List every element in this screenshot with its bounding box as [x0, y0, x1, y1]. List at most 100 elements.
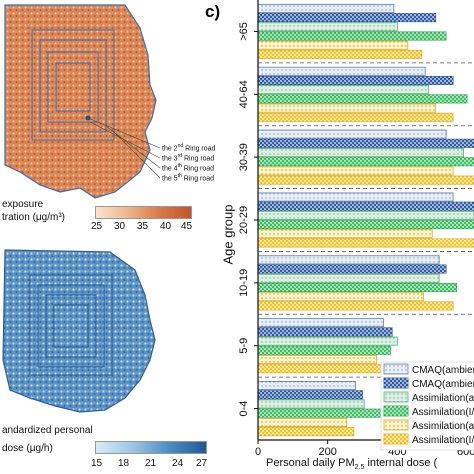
legend-swatch	[383, 405, 409, 417]
colorbar-tick: 45	[181, 221, 193, 232]
bar-pattern	[258, 399, 365, 409]
bar	[257, 49, 423, 59]
bar	[257, 166, 454, 176]
colorbar-tick: 30	[114, 221, 126, 232]
bar-pattern	[258, 238, 474, 248]
bar	[257, 13, 437, 23]
dose-colorbar	[95, 441, 207, 454]
bar-pattern	[258, 202, 474, 211]
bar-pattern	[258, 381, 356, 390]
category-tick-label: 40-64	[238, 80, 250, 108]
bar-pattern	[258, 346, 391, 355]
bar-pattern	[258, 50, 422, 59]
bar-pattern	[258, 292, 424, 301]
bar	[257, 103, 437, 113]
bar-pattern	[258, 390, 363, 399]
bar-pattern	[258, 318, 384, 327]
legend-swatch-pattern	[384, 392, 408, 402]
bar-pattern	[258, 192, 454, 202]
x-tick-label: 0	[255, 446, 261, 458]
ring-road-label: the 2nd Ring road	[162, 143, 216, 153]
bar-pattern	[258, 220, 474, 229]
colorbar-tick: 15	[91, 458, 103, 469]
bar	[257, 201, 474, 211]
bar	[257, 345, 391, 355]
bar-pattern	[258, 130, 447, 139]
legend-label: Assimilation(I/O	[412, 407, 474, 418]
bar-pattern	[258, 301, 454, 310]
bar-pattern	[258, 4, 394, 13]
city-boundary	[4, 4, 157, 199]
bar	[257, 355, 377, 365]
bar	[257, 210, 474, 220]
category-tick-label: >65	[238, 22, 250, 41]
bar	[257, 192, 454, 202]
colorbar-tick: 24	[172, 458, 184, 469]
bar-pattern	[258, 13, 436, 22]
legend-swatch-pattern	[384, 378, 408, 388]
bar	[257, 40, 409, 50]
legend-swatch-pattern	[384, 406, 408, 416]
colorbar-tick: 25	[91, 221, 103, 232]
bar	[257, 22, 398, 32]
bar-pattern	[258, 103, 436, 113]
bar	[257, 129, 447, 139]
bar-pattern	[258, 229, 433, 238]
bar	[257, 66, 426, 76]
ring-road-2	[53, 304, 89, 348]
bar-pattern	[258, 176, 474, 185]
category-tick-label: 30-39	[238, 143, 250, 171]
bar-pattern	[258, 67, 426, 76]
bar-pattern	[258, 31, 447, 41]
bar-pattern	[258, 166, 454, 176]
city-boundary	[2, 249, 156, 413]
bar-pattern	[258, 274, 440, 283]
bar	[257, 94, 468, 104]
category-tick-label: 5-9	[238, 338, 250, 354]
exposure-colorbar	[95, 206, 192, 219]
legend-swatch	[383, 377, 409, 389]
bar-pattern	[258, 427, 354, 436]
legend-swatch-pattern	[384, 420, 408, 430]
bar	[257, 175, 474, 185]
legend-label: Assimilation(am	[412, 421, 474, 432]
bar	[257, 157, 474, 167]
ring-road-3	[45, 294, 97, 358]
bar-pattern	[258, 76, 454, 85]
colorbar-tick: 21	[145, 458, 157, 469]
top-map-panel: the 2nd Ring road the 3rd Ring road the …	[0, 0, 235, 235]
bar-pattern	[258, 139, 474, 148]
colorbar-tick: 40	[160, 221, 172, 232]
legend-swatch	[383, 363, 409, 375]
bar	[257, 220, 474, 230]
panel-label: c)	[205, 2, 221, 21]
bar-pattern	[258, 409, 384, 418]
ring-road-4	[37, 284, 105, 368]
bar-pattern	[258, 264, 447, 274]
bar	[257, 273, 440, 283]
legend-label: CMAQ(ambien	[412, 365, 474, 376]
dose-title-line1: andardized personal	[2, 425, 93, 436]
bar	[257, 301, 454, 311]
bar-pattern	[258, 22, 398, 31]
legend-box	[380, 361, 474, 451]
ring-road-label: the 5th Ring road	[162, 173, 215, 183]
bar	[257, 85, 430, 95]
bar	[257, 427, 355, 437]
dose-map	[2, 249, 156, 413]
bar	[257, 112, 454, 122]
bar-pattern	[258, 337, 398, 346]
bar	[257, 292, 424, 302]
legend-swatch	[383, 419, 409, 431]
bar-pattern	[258, 418, 347, 427]
colorbar-tick: 18	[118, 458, 130, 469]
legend-swatch	[383, 433, 409, 445]
ring-road-5	[31, 29, 115, 141]
bar	[257, 31, 447, 41]
ring-road-label: the 3rd Ring road	[162, 153, 215, 163]
legend-swatch	[383, 391, 409, 403]
bar-pattern	[258, 157, 474, 166]
colorbar-tick: 27	[196, 458, 208, 469]
ring-road-2	[55, 62, 91, 112]
bar	[257, 148, 464, 158]
